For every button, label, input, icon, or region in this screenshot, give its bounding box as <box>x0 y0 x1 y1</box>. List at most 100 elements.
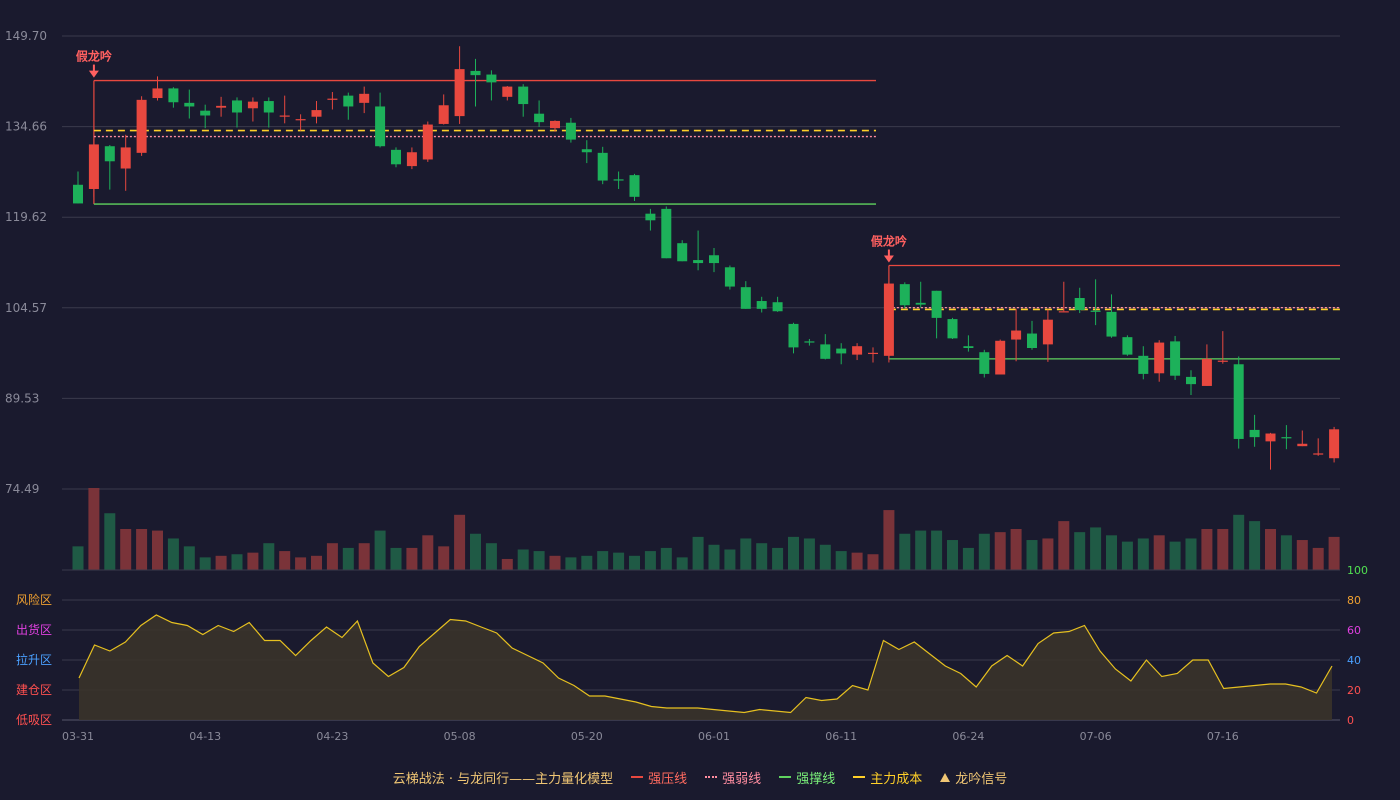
candles <box>73 46 1340 470</box>
volume-bar <box>1106 535 1117 570</box>
candle-body <box>104 146 115 162</box>
candle-body <box>486 74 497 83</box>
legend-weak[interactable]: 强弱线 <box>705 768 761 787</box>
volume-bar <box>358 543 370 570</box>
osc-zone-label: 出货区 <box>16 622 52 637</box>
candle-body <box>709 255 719 264</box>
legend-resistance[interactable]: 强压线 <box>631 768 687 787</box>
candle-body <box>470 70 481 76</box>
volume-bar <box>613 552 625 570</box>
candle-body <box>677 243 688 262</box>
volume-bar <box>708 544 720 570</box>
volume-bar <box>136 529 148 570</box>
candle-body <box>836 348 847 354</box>
volume-bar <box>533 551 545 570</box>
volume-bar <box>1185 538 1197 570</box>
candle-body <box>693 260 704 264</box>
date-tick-label: 04-13 <box>189 730 221 743</box>
candle-body <box>200 110 211 116</box>
volume-bar <box>263 543 275 570</box>
date-axis: 03-31 04-13 04-23 05-08 05-20 06-01 06-11 06-24… <box>62 730 1239 743</box>
volume-bar <box>183 546 195 570</box>
candle-body <box>963 346 974 348</box>
candle-body <box>788 323 799 348</box>
volume-bar <box>374 530 386 570</box>
volume-bars <box>72 488 1340 570</box>
candle-body <box>391 149 401 165</box>
candle-body <box>947 319 958 339</box>
solid-line-icon <box>779 776 792 778</box>
candle-body <box>343 95 354 107</box>
candle-body <box>216 105 227 108</box>
legend-label: 强撑线 <box>796 771 836 787</box>
volume-bar <box>120 529 132 570</box>
volume-bar <box>772 547 784 570</box>
legend-label: 强弱线 <box>722 771 762 787</box>
candle-body <box>1138 355 1149 374</box>
date-tick-label: 03-31 <box>62 730 94 743</box>
candle-body <box>979 352 990 374</box>
candle-body <box>1106 311 1117 337</box>
volume-bar <box>88 488 100 570</box>
volume-bar <box>931 530 943 570</box>
candle-body <box>613 179 624 181</box>
legend-cost[interactable]: 主力成本 <box>853 768 922 787</box>
candle-body <box>247 101 258 109</box>
volume-bar <box>1137 538 1149 570</box>
volume-bar <box>72 546 84 570</box>
volume-bar <box>1169 541 1181 570</box>
volume-bar <box>1312 547 1324 570</box>
volume-bar <box>406 547 418 570</box>
volume-bar <box>1201 529 1213 570</box>
candle-body <box>263 101 274 113</box>
volume-bar <box>390 547 402 570</box>
candle-body <box>1042 319 1053 345</box>
candle-body <box>724 267 735 287</box>
volume-bar <box>724 549 736 570</box>
candle-body <box>597 152 608 181</box>
volume-bar <box>1328 536 1340 570</box>
candle-body <box>454 69 465 117</box>
legend-signal[interactable]: 龙吟信号 <box>940 768 1007 787</box>
signal-arrow-icon <box>88 70 99 78</box>
candle-body <box>883 283 894 356</box>
candle-body <box>438 105 449 124</box>
candle-body <box>327 98 338 100</box>
candle-body <box>565 122 576 140</box>
candle-body <box>1233 364 1244 439</box>
date-tick-label: 04-23 <box>316 730 348 743</box>
osc-zone-label: 建仓区 <box>16 683 52 697</box>
volume-bar <box>899 533 911 570</box>
legend-support[interactable]: 强撑线 <box>779 768 835 787</box>
volume-bar <box>835 551 847 570</box>
candle-body <box>422 124 433 160</box>
price-tick-label: 74.49 <box>5 482 39 496</box>
price-tick-label: 104.57 <box>5 301 47 315</box>
legend-label: 主力成本 <box>870 771 923 787</box>
candle-body <box>232 100 242 113</box>
osc-zone-label: 拉升区 <box>16 652 52 667</box>
legend: 云梯战法 · 与龙同行——主力量化模型 强压线 强弱线 强撑线 主力成本 龙吟信… <box>0 766 1400 788</box>
volume-bar <box>1074 532 1086 570</box>
candle-body <box>661 208 672 259</box>
candle-body <box>1313 453 1324 455</box>
osc-line <box>78 614 1333 714</box>
volume-bar <box>1153 535 1165 570</box>
candle-body <box>868 352 878 355</box>
candle-body <box>645 213 656 221</box>
volume-bar <box>1296 540 1308 570</box>
volume-bar <box>676 557 688 570</box>
volume-bar <box>501 558 513 570</box>
candle-body <box>995 340 1006 375</box>
volume-bar <box>517 549 529 570</box>
volume-bar <box>644 551 656 570</box>
candle-body <box>581 149 592 153</box>
volume-bar <box>1026 540 1038 570</box>
volume-bar <box>994 532 1006 570</box>
osc-tick-label: 60 <box>1347 624 1361 637</box>
legend-title: 云梯战法 · 与龙同行——主力量化模型 <box>392 771 614 787</box>
grid-lines <box>62 35 1340 490</box>
volume-bar <box>883 510 895 570</box>
